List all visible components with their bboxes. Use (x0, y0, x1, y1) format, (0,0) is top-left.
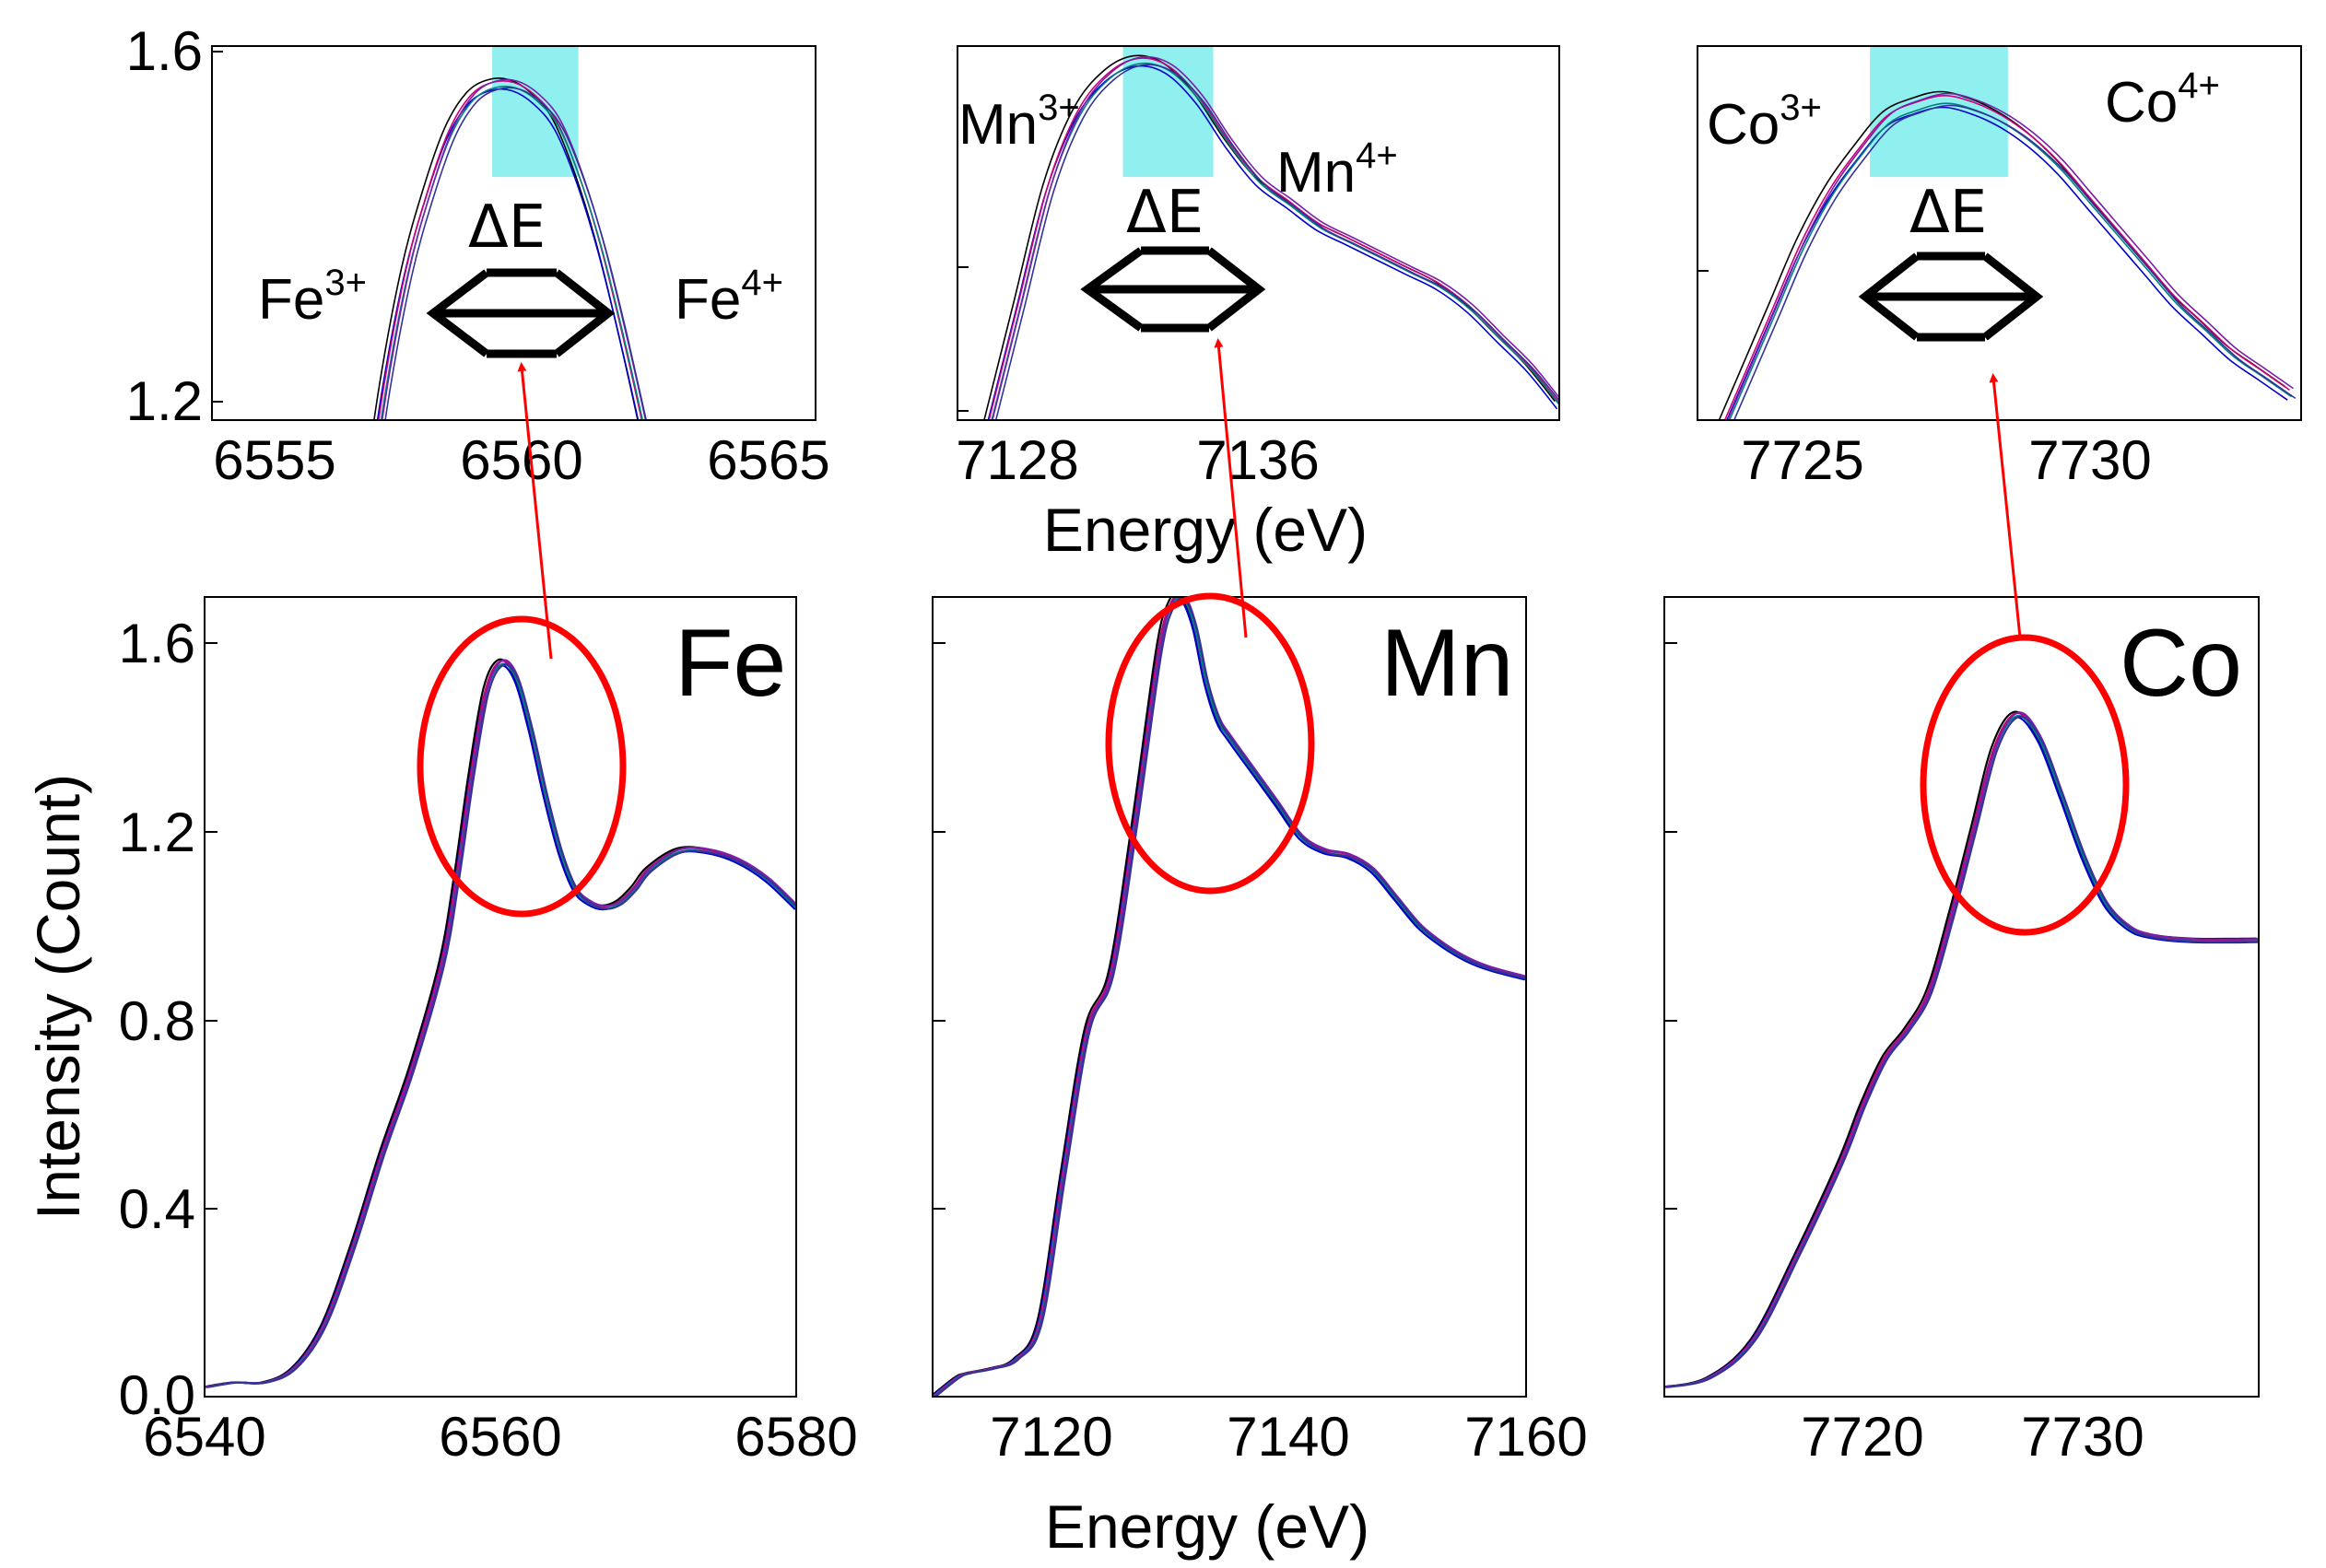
mn-element-label: Mn (1380, 610, 1513, 717)
co-inset-frame (1697, 45, 2302, 421)
fe-delta-e-band (492, 46, 579, 178)
fe-left-ion-label: Fe3+ (258, 263, 367, 332)
mn-inset-series (983, 54, 1559, 420)
mn-inset-xtick-label: 7128 (956, 429, 1078, 491)
fe-double-arrow (426, 268, 616, 358)
fe-inset-series-line (384, 87, 648, 420)
fe-element-label: Fe (675, 610, 786, 717)
fe-ytick-label: 0.8 (119, 990, 195, 1052)
mn-main-series-line (933, 597, 1526, 1397)
co-inset-panel: 7725 7730 ΔE Co3+ Co4+ (1697, 45, 2302, 491)
co-main-series-line (1665, 711, 2259, 1388)
fe-right-ion-label: Fe4+ (675, 263, 783, 332)
co-main-frame (1663, 596, 2260, 1398)
co-delta-e-band (1870, 46, 2008, 178)
mn-delta-e-band (1122, 46, 1214, 178)
fe-ytick-label: 1.6 (119, 613, 195, 674)
mn-main-series-line (934, 597, 1526, 1397)
co-delta-e-label: ΔE (1909, 179, 1987, 247)
inset-x-axis-title: Energy (eV) (1043, 496, 1368, 564)
mn-main-series (933, 597, 1526, 1397)
mn-inset-frame (957, 45, 1560, 421)
fe-inset-frame (211, 45, 816, 421)
co-zoom-arrow (1989, 373, 2022, 638)
co-right-ion-label: Co4+ (2105, 65, 2220, 135)
fe-xtick-label: 6540 (143, 1406, 265, 1468)
co-main-series (1664, 710, 2259, 1388)
fe-inset-ytick-label: 1.6 (126, 20, 203, 82)
x-axis-title: Energy (eV) (1045, 1492, 1369, 1561)
mn-right-ion-label: Mn4+ (1276, 135, 1398, 205)
mn-main-frame (932, 596, 1527, 1398)
fe-inset-ytick-label: 1.2 (126, 370, 203, 432)
fe-inset-xtick-label: 6555 (213, 429, 335, 491)
co-inset-series (1718, 90, 2297, 420)
fe-inset-xtick-label: 6560 (460, 429, 582, 491)
fe-ytick-label: 1.2 (119, 802, 195, 863)
fe-main-series-line (205, 662, 796, 1388)
fe-peak-ellipse (417, 615, 627, 918)
co-xtick-label: 7720 (1801, 1406, 1923, 1468)
fe-ytick-label: 0.4 (119, 1178, 195, 1240)
fe-main-series-line (205, 664, 796, 1388)
fe-xtick-label: 6580 (734, 1406, 857, 1468)
fe-main-panel: 1.6 1.2 0.8 0.4 0.0 6540 6560 6580 Fe (119, 596, 858, 1468)
co-inset-xtick-label: 7725 (1741, 429, 1863, 491)
fe-inset-panel: 1.6 1.2 6555 6560 6565 ΔE Fe3+ Fe4+ (126, 20, 830, 491)
co-inset-series-line (1733, 104, 2297, 420)
mn-xtick-label: 7120 (990, 1406, 1112, 1468)
co-double-arrow (1858, 252, 2044, 342)
fe-inset-series (373, 77, 648, 420)
co-peak-ellipse (1920, 634, 2130, 936)
co-inset-series-line (1723, 94, 2290, 420)
co-main-series-line (1664, 712, 2259, 1388)
fe-inset-xtick-label: 6565 (707, 429, 829, 491)
y-axis-title: Intensity (Count) (24, 774, 92, 1220)
co-inset-series-line (1726, 92, 2294, 420)
mn-main-panel: 7120 7140 7160 Mn (932, 592, 1588, 1468)
mn-xtick-label: 7140 (1227, 1406, 1349, 1468)
mn-xtick-label: 7160 (1464, 1406, 1587, 1468)
fe-main-series (205, 658, 796, 1388)
co-element-label: Co (2120, 610, 2242, 717)
fe-delta-e-label: ΔE (468, 193, 546, 262)
fe-main-frame (204, 596, 797, 1398)
mn-inset-xtick-label: 7136 (1196, 429, 1319, 491)
fe-main-series-line (206, 659, 796, 1388)
mn-delta-e-label: ΔE (1126, 179, 1204, 247)
mn-inset-panel: 7128 7136 Energy (eV) ΔE Mn3+ Mn4+ (956, 45, 1560, 564)
co-main-series-line (1664, 714, 2259, 1388)
co-left-ion-label: Co3+ (1707, 88, 1822, 157)
fe-zoom-arrow (517, 362, 553, 660)
mn-peak-ellipse (1105, 592, 1315, 895)
mn-zoom-arrow (1214, 338, 1248, 638)
mn-inset-series-line (994, 64, 1559, 420)
mn-inset-series-line (992, 55, 1559, 420)
mn-double-arrow (1080, 246, 1266, 333)
fe-ytick-label: 0.0 (119, 1364, 195, 1426)
co-inset-xtick-label: 7730 (2028, 429, 2151, 491)
co-xtick-label: 7730 (2021, 1406, 2144, 1468)
mn-left-ion-label: Mn3+ (958, 88, 1080, 157)
fe-main-series-line (205, 658, 795, 1388)
fe-xtick-label: 6560 (439, 1406, 561, 1468)
co-main-series-line (1666, 715, 2259, 1388)
co-main-panel: 7720 7730 Co (1663, 596, 2260, 1468)
fe-main-series-line (206, 663, 796, 1388)
fe-main-series-line (205, 660, 796, 1388)
co-main-series-line (1664, 716, 2258, 1388)
co-main-series-line (1664, 710, 2257, 1388)
mn-main-series-line (933, 598, 1526, 1397)
